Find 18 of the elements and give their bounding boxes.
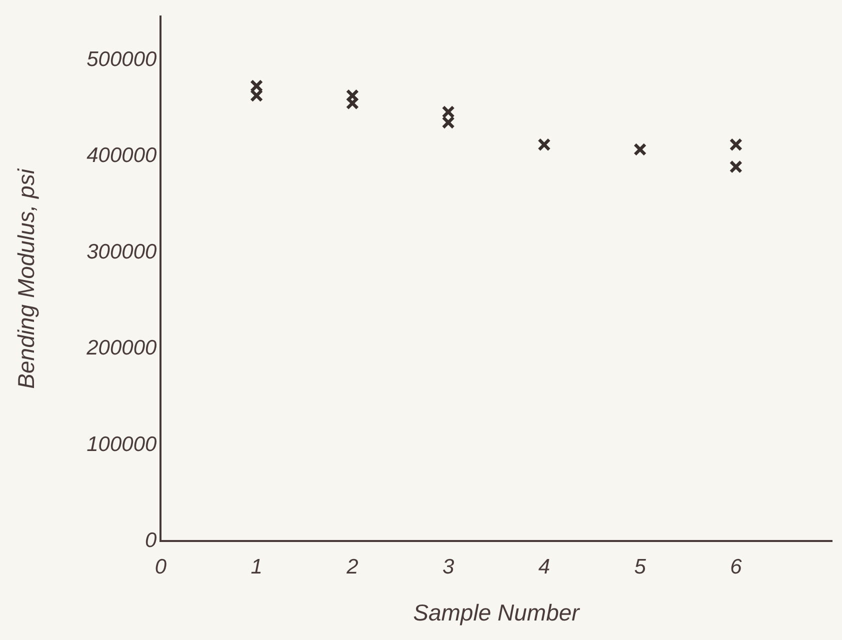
y-tick-label: 300000 <box>86 240 157 264</box>
y-axis-title: Bending Modulus, psi <box>13 168 40 389</box>
y-tick-label: 100000 <box>86 432 157 456</box>
x-tick-label: 2 <box>346 556 359 579</box>
point <box>634 142 647 156</box>
x-tick-label: 6 <box>730 556 742 579</box>
y-tick-label: 400000 <box>86 144 157 168</box>
y-tick-label: 0 <box>144 529 157 552</box>
x-tick-label: 4 <box>538 556 550 579</box>
point <box>538 138 551 152</box>
point <box>729 138 742 152</box>
y-tick-label: 200000 <box>86 336 157 360</box>
x-axis-title: Sample Number <box>413 600 581 626</box>
point <box>729 160 742 174</box>
x-tick-label: 1 <box>250 556 262 579</box>
x-tick-label: 3 <box>442 556 454 579</box>
x-tick-label: 5 <box>634 556 646 579</box>
y-tick-label: 500000 <box>86 48 157 71</box>
